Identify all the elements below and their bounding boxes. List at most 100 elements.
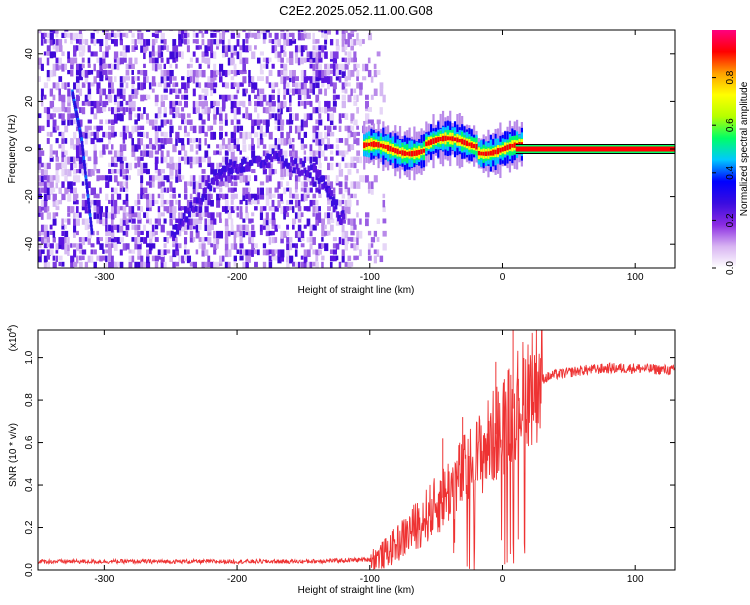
heatmap-cell <box>73 187 77 194</box>
heatmap-band-cell <box>477 150 480 156</box>
heatmap-cell <box>140 187 145 196</box>
heatmap-cell <box>230 230 234 235</box>
heatmap-cell <box>251 199 255 205</box>
heatmap-cell <box>172 107 176 113</box>
heatmap-cell <box>268 168 273 176</box>
heatmap-cell <box>178 138 182 143</box>
heatmap-cell <box>137 224 141 231</box>
heatmap-cell <box>356 168 359 174</box>
heatmap-streak-cell <box>86 190 89 197</box>
heatmap-arc-cell <box>328 187 332 194</box>
heatmap-cell <box>157 212 161 219</box>
snr-panel: -300 -200 -100 0 100 0.00.20.40.60.81.0 Heig… <box>7 325 676 596</box>
heatmap-cell <box>265 57 270 64</box>
heatmap-cell <box>350 230 355 236</box>
heatmap-cell <box>119 206 124 211</box>
heatmap-cell <box>300 125 304 131</box>
heatmap-cell <box>160 249 165 257</box>
heatmap-band-cell <box>384 145 387 149</box>
heatmap-cell <box>73 51 77 57</box>
heatmap-cell <box>300 57 304 65</box>
heatmap-cell <box>90 131 95 137</box>
heatmap-cell <box>274 224 278 232</box>
heatmap-cell <box>207 237 212 245</box>
heatmap-cell <box>160 150 164 158</box>
heatmap-cell <box>236 125 240 133</box>
heatmap-cell <box>280 57 284 63</box>
heatmap-cell <box>143 261 148 268</box>
heatmap-cell <box>318 107 322 113</box>
heatmap-cell <box>151 230 156 237</box>
heatmap-cell <box>90 107 94 115</box>
heatmap-cell <box>315 82 320 89</box>
spectrogram-y-tick-label: 0 <box>24 146 35 152</box>
heatmap-cell <box>52 30 56 34</box>
heatmap-cell <box>329 131 335 137</box>
heatmap-cell <box>254 206 258 211</box>
heatmap-streak-cell <box>83 167 87 174</box>
heatmap-arc-cell <box>174 223 178 230</box>
heatmap-cell <box>283 45 287 51</box>
heatmap-cell <box>251 237 254 243</box>
heatmap-cell <box>105 193 109 201</box>
heatmap-cell <box>64 125 69 133</box>
heatmap-cell <box>119 181 124 188</box>
heatmap-cell <box>192 76 196 84</box>
heatmap-cell <box>43 162 49 171</box>
heatmap-cell <box>198 162 202 168</box>
heatmap-cell <box>329 162 334 171</box>
heatmap-cell <box>327 100 331 109</box>
heatmap-cell <box>356 181 361 189</box>
heatmap-cell <box>277 113 282 120</box>
heatmap-cell <box>286 249 290 257</box>
heatmap-cell <box>254 45 257 50</box>
heatmap-cell <box>137 30 142 33</box>
heatmap-cell <box>350 193 354 199</box>
heatmap-cell <box>143 144 147 151</box>
heatmap-cell <box>236 224 241 233</box>
heatmap-cell <box>58 261 62 267</box>
heatmap-cell <box>338 125 342 132</box>
heatmap-cell <box>125 193 129 202</box>
heatmap-cell <box>55 181 59 189</box>
heatmap-cell <box>55 39 60 46</box>
heatmap-cell <box>140 131 144 137</box>
heatmap-cell <box>151 255 156 262</box>
heatmap-cell <box>195 181 199 189</box>
heatmap-cell <box>382 218 387 224</box>
heatmap-cell <box>359 88 363 96</box>
heatmap-cell <box>315 261 319 268</box>
heatmap-cell <box>116 150 122 157</box>
heatmap-cell <box>52 261 57 268</box>
heatmap-cell <box>289 100 292 107</box>
heatmap-cell <box>315 119 320 125</box>
heatmap-cell <box>137 39 141 44</box>
heatmap-cell <box>90 138 95 145</box>
heatmap-cell <box>192 187 197 194</box>
heatmap-cell <box>280 69 285 76</box>
heatmap-cell <box>84 138 88 145</box>
heatmap-cell <box>189 162 193 169</box>
heatmap-cell <box>309 150 312 156</box>
heatmap-cell <box>105 237 109 244</box>
heatmap-cell <box>166 150 170 157</box>
heatmap-cell <box>40 187 46 193</box>
heatmap-cell <box>192 138 196 144</box>
heatmap-cell <box>134 88 139 95</box>
heatmap-cell <box>163 187 166 193</box>
heatmap-cell <box>312 150 316 157</box>
heatmap-cell <box>38 162 41 171</box>
heatmap-cell <box>99 255 103 262</box>
heatmap-cell <box>81 100 86 106</box>
heatmap-cell <box>277 94 280 103</box>
heatmap-band-cell <box>432 138 435 145</box>
heatmap-cell <box>204 150 209 158</box>
heatmap-cell <box>40 88 44 97</box>
heatmap-cell <box>140 206 144 213</box>
heatmap-cell <box>309 224 313 232</box>
heatmap-cell <box>43 51 47 56</box>
heatmap-cell <box>116 168 120 174</box>
heatmap-cell <box>137 206 141 211</box>
heatmap-cell <box>210 30 214 32</box>
heatmap-cell <box>52 51 57 58</box>
